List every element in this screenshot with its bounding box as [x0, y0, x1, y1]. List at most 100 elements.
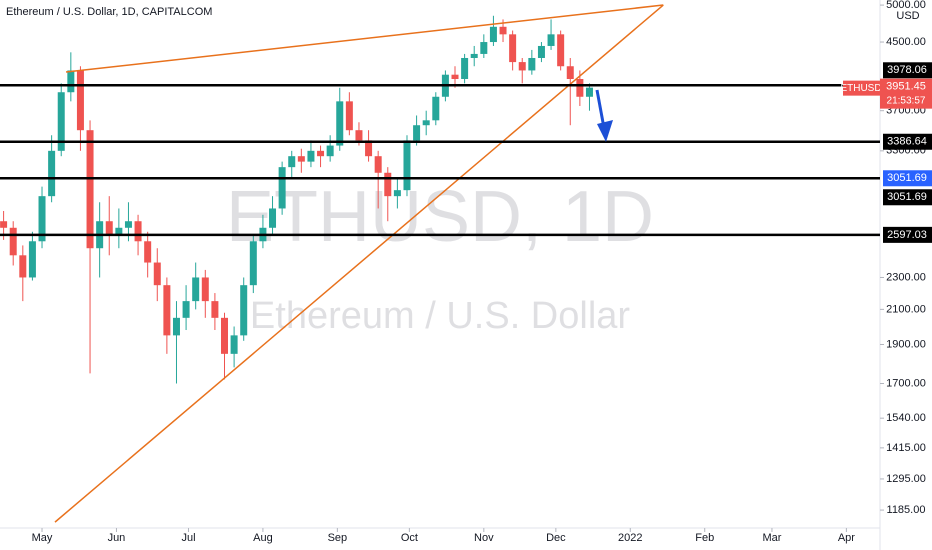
candle-body — [163, 285, 171, 336]
candle-body — [547, 34, 555, 46]
candle-body — [192, 277, 200, 302]
candle-body — [249, 241, 257, 286]
candle-body — [211, 301, 219, 318]
x-tick-label: Oct — [401, 532, 418, 544]
level-tag-alt — [883, 170, 932, 187]
candle-body — [374, 156, 382, 173]
level-tag — [883, 62, 932, 79]
candle-body — [432, 96, 440, 121]
level-label: 3386.64 — [887, 136, 927, 148]
candle-body — [422, 120, 430, 126]
candle-body — [461, 57, 469, 79]
candle-body — [585, 87, 593, 97]
candle-body — [384, 172, 392, 197]
candle-body — [288, 156, 296, 168]
currency: USD — [896, 10, 919, 22]
candle-body — [144, 241, 152, 263]
x-tick-label: Apr — [838, 532, 855, 544]
candle-body — [86, 130, 94, 249]
x-tick-label: 2022 — [618, 532, 642, 544]
x-tick-label: Jul — [181, 532, 195, 544]
candle-body — [307, 150, 315, 162]
candle-body — [38, 196, 46, 242]
candle-body — [57, 92, 65, 151]
y-tick-label: 1900.00 — [886, 338, 926, 350]
x-tick-label: Nov — [474, 532, 494, 544]
candle-body — [499, 26, 507, 35]
candle-body — [566, 66, 574, 79]
y-tick-label: 2300.00 — [886, 271, 926, 283]
y-tick-label: 2100.00 — [886, 303, 926, 315]
candle-body — [317, 150, 325, 157]
x-tick-label: Sep — [328, 532, 348, 544]
level-label: 2597.03 — [887, 229, 927, 241]
y-tick-label: 1540.00 — [886, 412, 926, 424]
price-tag — [880, 78, 932, 109]
candle-body — [537, 45, 545, 58]
candle-body — [557, 34, 565, 67]
x-tick-label: Aug — [253, 532, 273, 544]
chart-title: Ethereum / U.S. Dollar, 1D, CAPITALCOM — [6, 6, 212, 18]
candle-body — [470, 53, 478, 58]
candle-body — [413, 125, 421, 141]
arrow — [595, 89, 606, 129]
candle-body — [230, 335, 238, 354]
countdown: 21:53:57 — [887, 95, 926, 106]
candle-body — [240, 285, 248, 336]
candle-body — [336, 101, 344, 146]
candle-body — [9, 227, 17, 256]
symbol-tag — [843, 80, 880, 96]
candle-body — [393, 190, 401, 197]
y-tick-label: 1700.00 — [886, 377, 926, 389]
candle-body — [365, 140, 373, 157]
x-tick-label: May — [32, 532, 53, 544]
candle-body — [576, 78, 584, 97]
y-tick-label: 1185.00 — [887, 504, 926, 516]
level-tag — [883, 189, 932, 206]
candle-body — [134, 221, 142, 242]
level-label: 3051.69 — [887, 191, 927, 203]
candle-body — [67, 70, 75, 93]
candle-body — [48, 150, 56, 197]
candle-body — [345, 101, 353, 131]
candle-body — [528, 57, 536, 71]
candle-body — [153, 262, 161, 286]
y-tick-label: 1415.00 — [886, 442, 926, 454]
candle-body — [355, 130, 363, 141]
candle-body — [509, 34, 517, 63]
candle-body — [480, 42, 488, 54]
candle-body — [518, 62, 526, 71]
candle-body — [0, 221, 8, 228]
trend-line — [65, 4, 664, 73]
candle-body — [182, 301, 190, 318]
y-tick-label: 4500.00 — [886, 36, 926, 48]
level-tag — [883, 133, 932, 150]
y-tick-label: 5000.00 — [886, 0, 926, 11]
candle-body — [297, 156, 305, 162]
arrow-head — [597, 120, 613, 142]
candle-body — [19, 255, 27, 278]
candle-body — [451, 74, 459, 79]
candle-body — [28, 241, 36, 278]
x-tick-label: Dec — [546, 532, 566, 544]
watermark: ETHUSD, 1D — [226, 177, 654, 257]
candle-body — [201, 277, 209, 302]
level-label: 3978.06 — [887, 64, 927, 76]
candle-body — [278, 167, 286, 209]
y-tick-label: 1295.00 — [886, 473, 926, 485]
candle-body — [76, 70, 84, 131]
candle-body — [221, 317, 229, 354]
watermark-sub: Ethereum / U.S. Dollar — [250, 295, 630, 337]
candle-body — [105, 221, 113, 235]
trend-line — [54, 4, 664, 523]
candle-body — [115, 227, 123, 235]
x-tick-label: Feb — [695, 532, 714, 544]
x-tick-label: Jun — [108, 532, 126, 544]
candle-body — [269, 208, 277, 228]
symbol-label: ETHUSD — [840, 83, 881, 94]
level-label-alt: 3051.69 — [887, 172, 927, 184]
candle-body — [124, 221, 132, 228]
x-tick-label: Mar — [762, 532, 781, 544]
